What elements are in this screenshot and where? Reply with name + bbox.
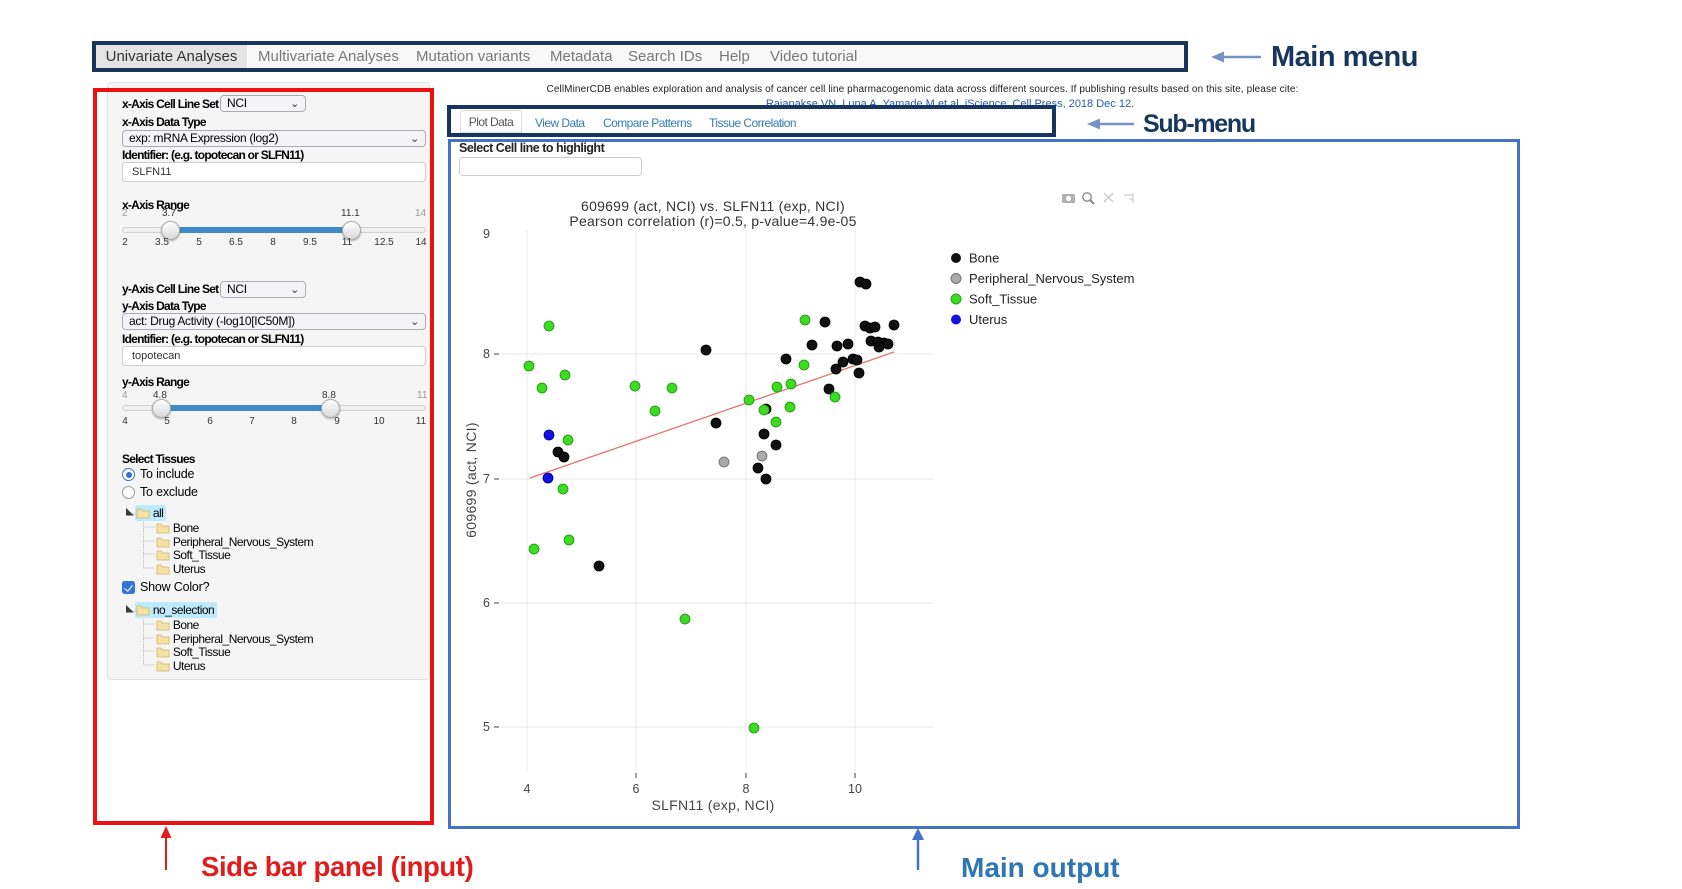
svg-text:Uterus: Uterus [969,312,1008,327]
svg-text:SLFN11 (exp, NCI): SLFN11 (exp, NCI) [651,797,774,813]
svg-text:8: 8 [483,347,490,361]
svg-text:7: 7 [483,472,490,486]
svg-text:5: 5 [483,720,490,734]
svg-text:609699 (act, NCI) vs. SLFN11 (: 609699 (act, NCI) vs. SLFN11 (exp, NCI) [581,198,845,214]
svg-text:Bone: Bone [969,251,999,266]
svg-text:4: 4 [524,782,531,796]
svg-text:8: 8 [743,782,750,796]
svg-text:Peripheral_Nervous_System: Peripheral_Nervous_System [969,271,1134,286]
svg-text:6: 6 [483,596,490,610]
svg-text:609699 (act, NCI): 609699 (act, NCI) [463,422,479,538]
svg-text:9: 9 [483,227,490,241]
svg-text:6: 6 [633,782,640,796]
svg-text:Pearson correlation (r)=0.5, p: Pearson correlation (r)=0.5, p-value=4.9… [569,213,856,229]
svg-text:10: 10 [848,782,862,796]
svg-text:Soft_Tissue: Soft_Tissue [969,292,1037,307]
